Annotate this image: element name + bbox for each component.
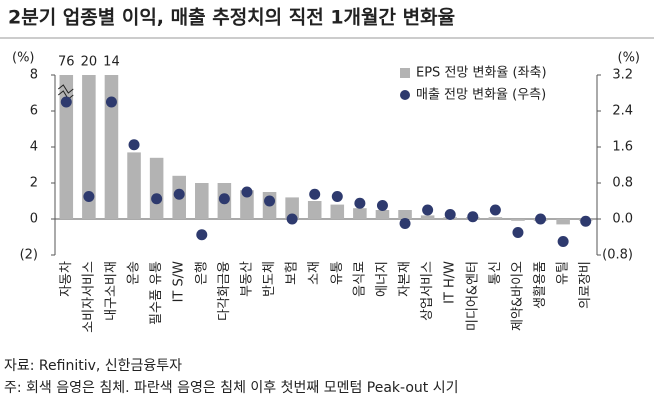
x-tick-label: 소비자서비스 bbox=[81, 261, 96, 333]
note: 주: 회색 음영은 침체. 파란색 음영은 침체 이후 첫번째 모멘텀 Peak… bbox=[4, 380, 458, 396]
y2-tick-label: 0.8 bbox=[612, 176, 633, 191]
x-tick-label: 소재 bbox=[307, 261, 322, 285]
bar bbox=[353, 208, 367, 219]
y2-tick-label: (0.8) bbox=[602, 248, 633, 263]
x-tick-label: 통신 bbox=[488, 261, 503, 285]
dot bbox=[196, 229, 208, 241]
x-tick-label: 필수품 유통 bbox=[149, 261, 164, 325]
legend-label: 매출 전망 변화율 (우측) bbox=[416, 88, 546, 103]
x-tick-label: 다각화금융 bbox=[217, 261, 232, 321]
y-tick-label: 0 bbox=[30, 212, 38, 227]
y2-tick-label: 3.2 bbox=[612, 68, 633, 83]
bar bbox=[127, 152, 141, 219]
dot bbox=[151, 193, 163, 205]
bar bbox=[556, 219, 570, 225]
x-tick-label: 제약&바이오 bbox=[510, 261, 525, 331]
dot bbox=[264, 195, 276, 207]
y2-axis-label: (%) bbox=[618, 51, 641, 66]
dot bbox=[376, 200, 388, 211]
dot bbox=[218, 193, 230, 205]
bar bbox=[82, 75, 96, 219]
bar bbox=[511, 219, 525, 221]
x-tick-label: 음식료 bbox=[352, 261, 367, 297]
dot bbox=[535, 213, 547, 225]
y2-tick-label: 2.4 bbox=[612, 104, 633, 119]
dot bbox=[399, 218, 411, 229]
x-tick-label: 유틸 bbox=[556, 261, 571, 285]
dot bbox=[444, 209, 456, 220]
dot bbox=[422, 204, 434, 216]
y-tick-label: 8 bbox=[30, 68, 38, 83]
x-tick-label: 내구소비재 bbox=[104, 261, 119, 321]
x-tick-label: 부동산 bbox=[239, 261, 254, 297]
legend-swatch bbox=[400, 68, 410, 78]
x-tick-label: 보험 bbox=[285, 261, 300, 285]
dot bbox=[60, 96, 72, 108]
x-tick-label: 유통 bbox=[330, 261, 345, 285]
bar bbox=[307, 201, 322, 219]
bar bbox=[375, 210, 390, 219]
dot bbox=[173, 188, 185, 200]
x-tick-label: 반도체 bbox=[262, 261, 277, 297]
axis-break bbox=[57, 84, 74, 100]
y2-tick-label: 1.6 bbox=[612, 140, 633, 155]
x-tick-label: 상업서비스 bbox=[420, 261, 435, 321]
x-tick-label: 의료장비 bbox=[578, 261, 593, 309]
legend-swatch bbox=[400, 90, 410, 100]
dot bbox=[557, 236, 569, 247]
source: 자료: Refinitiv, 신한금융투자 bbox=[4, 358, 182, 374]
x-tick-label: 에너지 bbox=[375, 261, 390, 297]
bar bbox=[285, 197, 299, 219]
y-tick-label: 6 bbox=[30, 104, 38, 119]
dot bbox=[354, 197, 366, 209]
legend-label: EPS 전망 변화율 (좌축) bbox=[416, 66, 547, 81]
x-tick-label: 은행 bbox=[193, 261, 209, 285]
dot bbox=[105, 96, 117, 108]
bar bbox=[149, 157, 164, 219]
y2-tick-label: 0.0 bbox=[612, 212, 633, 227]
bar bbox=[330, 204, 345, 219]
bar bbox=[195, 183, 209, 219]
x-tick-label: 운송 bbox=[127, 261, 142, 285]
x-tick-label: IT H/W bbox=[443, 261, 458, 304]
x-tick-label: 자본재 bbox=[398, 261, 413, 297]
bar bbox=[420, 215, 435, 219]
x-tick-label: 자동차 bbox=[59, 261, 74, 297]
y-tick-label: 2 bbox=[30, 176, 38, 191]
bar bbox=[488, 217, 503, 219]
dot bbox=[331, 191, 343, 202]
bar bbox=[398, 210, 412, 219]
x-tick-label: 생활용품 bbox=[533, 261, 548, 309]
y-tick-label: 4 bbox=[30, 140, 38, 155]
x-tick-label: IT S/W bbox=[172, 261, 187, 303]
chart-title: 2분기 업종별 이익, 매출 추정치의 직전 1개월간 변화율 bbox=[8, 7, 455, 29]
dot bbox=[286, 213, 298, 225]
dot bbox=[83, 191, 95, 202]
bar bbox=[59, 75, 74, 219]
value-label: 14 bbox=[103, 55, 120, 70]
y-axis-label: (%) bbox=[12, 51, 35, 66]
bars bbox=[59, 75, 593, 225]
value-label: 20 bbox=[81, 55, 98, 70]
dot bbox=[580, 215, 592, 227]
bar bbox=[104, 75, 119, 219]
dot bbox=[128, 139, 140, 151]
x-tick-label: 미디어&엔터 bbox=[465, 261, 480, 331]
bar bbox=[240, 190, 254, 219]
dot bbox=[241, 186, 253, 198]
dot bbox=[512, 227, 524, 238]
value-label: 76 bbox=[58, 55, 75, 70]
dot bbox=[467, 211, 479, 223]
dot bbox=[489, 204, 501, 216]
dot bbox=[309, 188, 321, 200]
y-tick-label: (2) bbox=[20, 248, 38, 263]
